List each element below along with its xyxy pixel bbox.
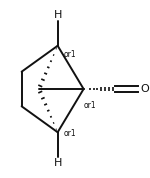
Text: H: H [54, 10, 62, 20]
Text: O: O [141, 84, 149, 94]
Text: or1: or1 [63, 129, 76, 138]
Text: or1: or1 [63, 50, 76, 59]
Text: or1: or1 [84, 101, 96, 109]
Text: H: H [54, 158, 62, 168]
